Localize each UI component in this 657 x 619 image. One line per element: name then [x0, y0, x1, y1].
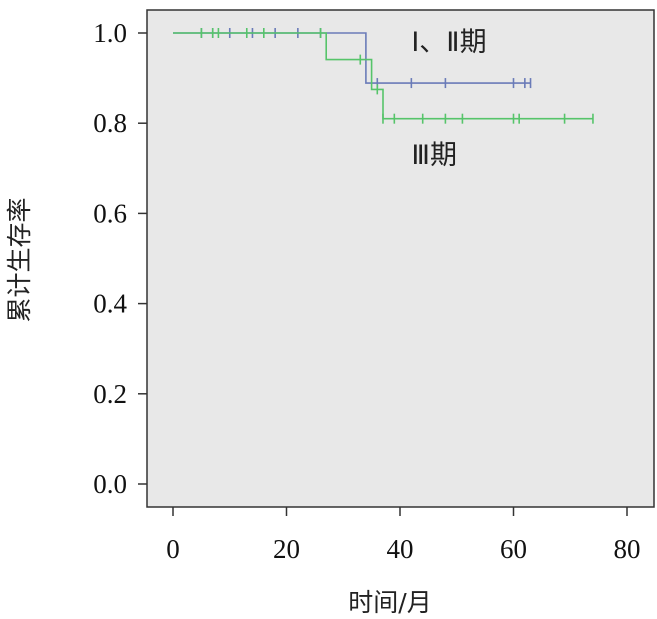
y-tick-label: 0.2: [93, 379, 127, 409]
x-tick-label: 40: [387, 534, 414, 564]
y-tick-label: 0.8: [93, 108, 127, 138]
y-axis-title: 累计生存率: [5, 197, 34, 322]
axes: 0 20 40 60 80 0.0 0.2 0.4 0.6 0.8 1.0 时间/月 累计生存率: [5, 18, 641, 617]
series-1: [173, 28, 594, 124]
x-tick-label: 60: [500, 534, 527, 564]
x-tick-label: 0: [166, 534, 180, 564]
x-axis-title: 时间/月: [348, 588, 431, 617]
y-tick-label: 1.0: [93, 18, 127, 48]
x-tick-label: 20: [273, 534, 300, 564]
series-label: Ⅰ、Ⅱ期: [411, 27, 486, 58]
series-layer: [173, 28, 594, 124]
y-tick-label: 0.4: [93, 289, 127, 319]
series-label: Ⅲ期: [411, 140, 457, 171]
y-tick-label: 0.0: [93, 469, 127, 499]
plot-area: [146, 9, 655, 508]
x-tick-label: 80: [614, 534, 641, 564]
y-tick-label: 0.6: [93, 198, 127, 228]
labels-layer: Ⅰ、Ⅱ期 Ⅲ期: [411, 27, 486, 171]
